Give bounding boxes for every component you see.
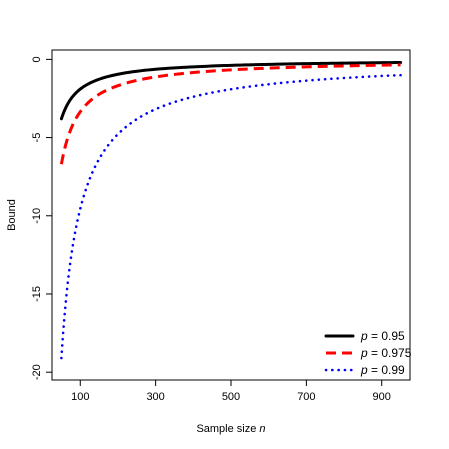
x-tick-label: 500 [222,391,240,403]
series-line-3 [60,73,402,360]
legend-label-2: p = 0.975 [360,346,412,360]
y-tick-label: 0 [31,56,43,62]
x-axis: 100 300 500 700 900 [71,380,391,403]
y-tick-label: -20 [31,364,43,380]
legend-label-3: p = 0.99 [360,363,405,377]
series-line-1 [59,61,403,121]
legend: p = 0.95 p = 0.975 p = 0.99 [324,329,412,377]
x-tick-label: 700 [297,391,315,403]
y-tick-label: -5 [31,133,43,143]
series-layer [59,61,403,360]
x-tick-label: 300 [146,391,164,403]
x-tick-label: 100 [71,391,89,403]
y-axis: 0 -5 -10 -15 -20 [31,56,52,380]
x-tick-label: 900 [373,391,391,403]
x-axis-label: Sample size n [196,423,265,435]
y-axis-label: Bound [6,199,18,231]
series-line-2 [59,63,401,165]
plot-frame [51,49,411,381]
y-tick-label: -15 [31,286,43,302]
y-tick-label: -10 [31,208,43,224]
legend-label-1: p = 0.95 [360,329,405,343]
